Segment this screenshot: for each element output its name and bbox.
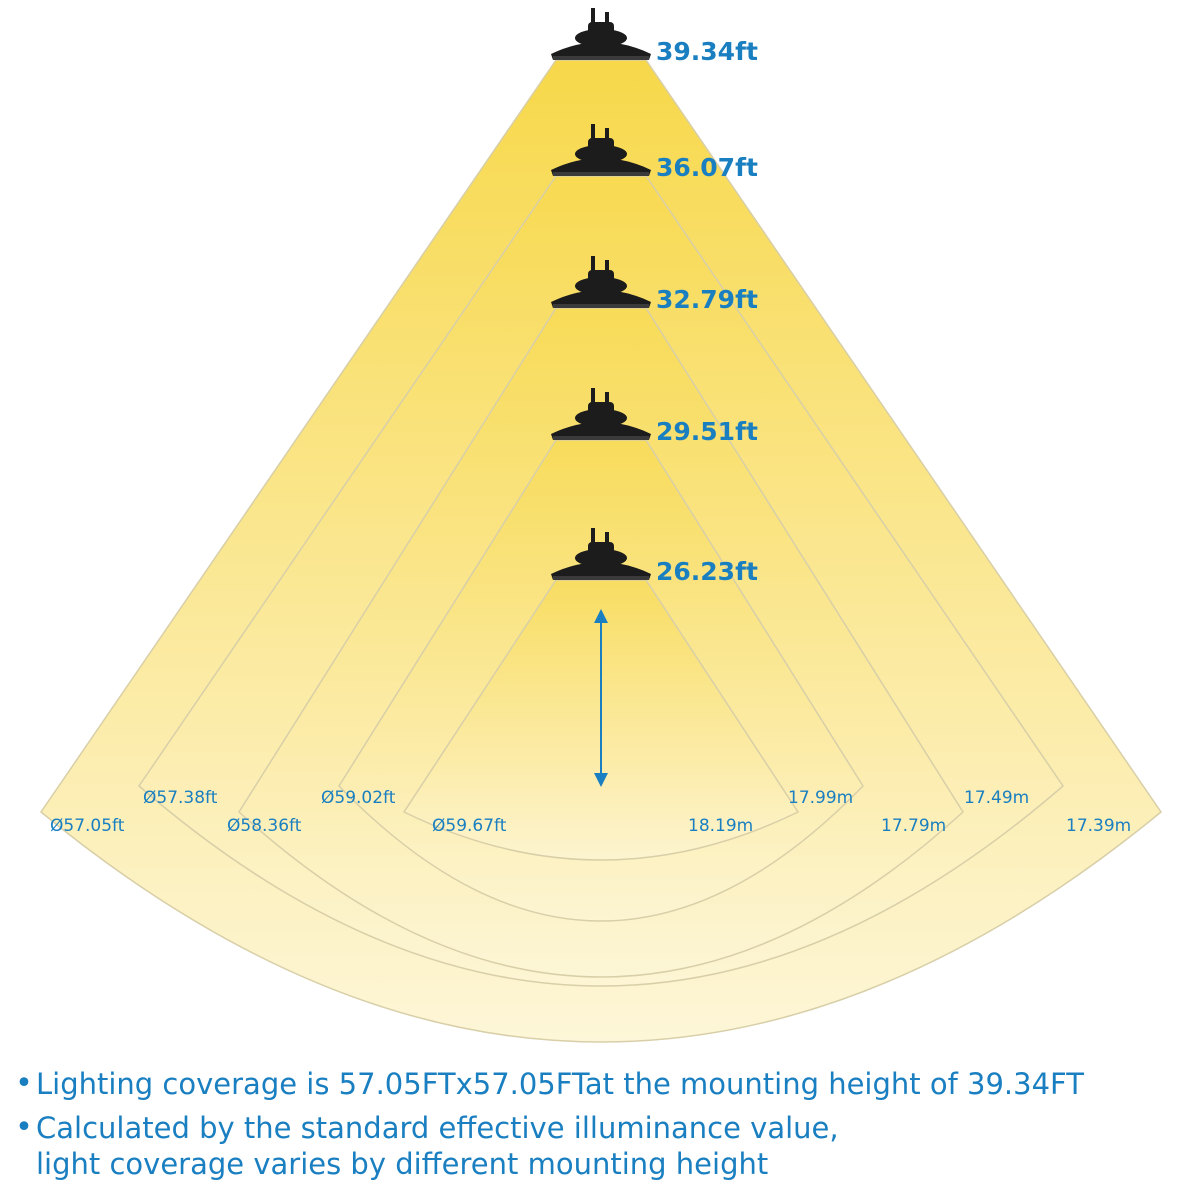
- note-coverage: • Lighting coverage is 57.05FTx57.05FTat…: [12, 1066, 1192, 1102]
- note-coverage-text: Lighting coverage is 57.05FTx57.05FTat t…: [36, 1067, 1084, 1101]
- light-coverage-diagram: 39.34ft 36.07ft 32.79ft 29.51ft 26.23ft …: [39, 8, 1163, 1043]
- ufo-high-bay-light-icon: [551, 8, 651, 60]
- meter-label-17-99: 17.99m: [788, 788, 853, 808]
- ufo-high-bay-light-icon: [551, 528, 651, 580]
- bullet-dot: •: [15, 1066, 33, 1101]
- bullet-dot: •: [15, 1110, 33, 1145]
- light-fixtures: [551, 8, 651, 580]
- diameter-label-58-36: Ø58.36ft: [227, 816, 302, 836]
- note-calculation-line2: light coverage varies by different mount…: [36, 1147, 769, 1181]
- height-label-39: 39.34ft: [656, 37, 758, 66]
- meter-label-17-39: 17.39m: [1066, 816, 1131, 836]
- ufo-high-bay-light-icon: [551, 388, 651, 440]
- meter-label-17-49: 17.49m: [964, 788, 1029, 808]
- note-calculation: • Calculated by the standard effective i…: [12, 1110, 1192, 1182]
- meter-label-18-19: 18.19m: [688, 816, 753, 836]
- diameter-label-59-67: Ø59.67ft: [432, 816, 507, 836]
- height-label-36: 36.07ft: [656, 153, 758, 182]
- diameter-label-57-38: Ø57.38ft: [143, 788, 218, 808]
- meter-label-17-79: 17.79m: [881, 816, 946, 836]
- height-label-32: 32.79ft: [656, 285, 758, 314]
- height-label-26: 26.23ft: [656, 557, 758, 586]
- diameter-label-57-05: Ø57.05ft: [50, 816, 125, 836]
- coverage-notes: • Lighting coverage is 57.05FTx57.05FTat…: [12, 1066, 1192, 1190]
- ufo-high-bay-light-icon: [551, 124, 651, 176]
- height-label-29: 29.51ft: [656, 417, 758, 446]
- diameter-label-59-02: Ø59.02ft: [321, 788, 396, 808]
- coverage-labels: 39.34ft 36.07ft 32.79ft 29.51ft 26.23ft …: [50, 37, 1131, 836]
- note-calculation-line1: Calculated by the standard effective ill…: [36, 1111, 839, 1145]
- ufo-high-bay-light-icon: [551, 256, 651, 308]
